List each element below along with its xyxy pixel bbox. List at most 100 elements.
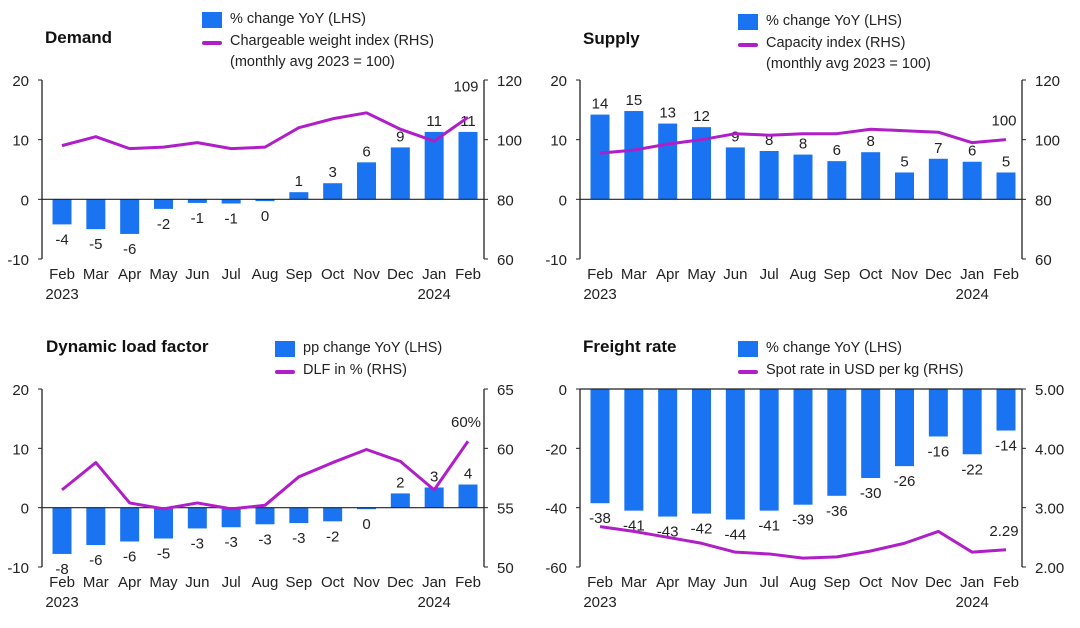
- bar: [154, 199, 173, 209]
- bar: [726, 147, 745, 199]
- bar-data-label: -3: [292, 530, 305, 547]
- bar-data-label: -30: [860, 485, 882, 502]
- x-tick-label: Feb: [587, 574, 613, 591]
- bar: [86, 508, 105, 545]
- bar: [760, 389, 779, 511]
- x-tick-label: Jun: [185, 266, 209, 283]
- x-year-label: 2024: [955, 594, 988, 611]
- x-tick-label: Apr: [656, 266, 679, 283]
- right-tick-label: 4.00: [1035, 441, 1064, 458]
- panel-demand: Demand % change YoY (LHS) Chargeable wei…: [0, 0, 540, 308]
- bar: [459, 132, 478, 199]
- bar: [188, 508, 207, 529]
- bar-data-label: 11: [426, 113, 442, 130]
- bar-data-label: 0: [261, 208, 269, 225]
- bar: [53, 508, 72, 554]
- x-tick-label: Nov: [353, 266, 380, 283]
- bar: [997, 389, 1016, 431]
- bar-data-label: -1: [191, 210, 204, 227]
- bar-data-label: 4: [464, 466, 472, 483]
- right-tick-label: 5.00: [1035, 382, 1064, 399]
- x-year-label: 2024: [955, 286, 988, 303]
- x-year-label: 2023: [583, 286, 616, 303]
- bar: [591, 115, 610, 200]
- x-tick-label: Jul: [222, 574, 241, 591]
- left-tick-label: -10: [545, 252, 567, 269]
- line-end-label: 109: [453, 78, 478, 95]
- bar: [391, 493, 410, 507]
- left-tick-label: 10: [550, 133, 567, 150]
- bar: [861, 389, 880, 478]
- x-tick-label: Mar: [621, 574, 647, 591]
- bar: [289, 508, 308, 523]
- bar: [692, 389, 711, 514]
- bar-data-label: 12: [693, 108, 710, 125]
- left-tick-label: -60: [545, 560, 567, 577]
- bar-data-label: -38: [589, 510, 611, 527]
- bar: [323, 183, 342, 199]
- panel-dynamic-load-factor: Dynamic load factor pp change YoY (LHS) …: [0, 320, 540, 628]
- bar-data-label: 6: [833, 142, 841, 159]
- bar: [53, 199, 72, 224]
- bar: [895, 389, 914, 466]
- bar-data-label: -3: [258, 531, 271, 548]
- bar: [895, 172, 914, 199]
- bar: [222, 508, 241, 528]
- right-tick-label: 60: [1035, 252, 1052, 269]
- x-tick-label: Oct: [321, 574, 345, 591]
- bar: [861, 152, 880, 199]
- x-year-label: 2023: [45, 286, 78, 303]
- bar: [256, 508, 275, 525]
- right-tick-label: 55: [497, 501, 514, 518]
- bar: [591, 389, 610, 503]
- bar-data-label: -6: [123, 548, 136, 565]
- bar-data-label: -14: [995, 438, 1017, 455]
- x-tick-label: Aug: [790, 574, 817, 591]
- bar: [827, 161, 846, 199]
- bar: [760, 151, 779, 199]
- left-tick-label: -10: [7, 252, 29, 269]
- bar: [997, 172, 1016, 199]
- bar-data-label: -4: [55, 231, 68, 248]
- left-tick-label: 20: [550, 73, 567, 90]
- x-tick-label: Jan: [422, 266, 446, 283]
- x-tick-label: Sep: [285, 574, 312, 591]
- x-tick-label: Jan: [960, 574, 984, 591]
- bar-data-label: -1: [224, 211, 237, 228]
- x-tick-label: Nov: [353, 574, 380, 591]
- x-year-label: 2023: [45, 594, 78, 611]
- bar-data-label: 5: [1002, 153, 1010, 170]
- bar-data-label: 7: [934, 140, 942, 157]
- right-tick-label: 100: [497, 133, 522, 150]
- x-tick-label: Feb: [455, 574, 481, 591]
- chart-svg: -60-40-2002.003.004.005.00-38-41-43-42-4…: [538, 320, 1078, 616]
- right-tick-label: 80: [1035, 192, 1052, 209]
- left-tick-label: -10: [7, 560, 29, 577]
- left-tick-label: -20: [545, 441, 567, 458]
- left-tick-label: 0: [559, 192, 567, 209]
- right-tick-label: 60: [497, 252, 514, 269]
- x-tick-label: Oct: [859, 266, 883, 283]
- x-tick-label: Dec: [925, 574, 952, 591]
- bar: [459, 485, 478, 508]
- x-tick-label: Apr: [656, 574, 679, 591]
- bar-data-label: -2: [326, 528, 339, 545]
- x-tick-label: Feb: [993, 574, 1019, 591]
- x-tick-label: Jun: [723, 266, 747, 283]
- left-tick-label: 0: [21, 501, 29, 518]
- x-tick-label: Oct: [321, 266, 345, 283]
- bar-data-label: 0: [362, 516, 370, 533]
- bar: [154, 508, 173, 539]
- right-tick-label: 100: [1035, 133, 1060, 150]
- x-tick-label: Sep: [285, 266, 312, 283]
- x-tick-label: Dec: [387, 266, 414, 283]
- x-tick-label: Mar: [83, 266, 109, 283]
- bar: [624, 111, 643, 199]
- bar: [391, 147, 410, 199]
- bar: [289, 192, 308, 199]
- bar-data-label: 13: [659, 105, 676, 122]
- bar-data-label: -2: [157, 216, 170, 233]
- left-tick-label: 20: [12, 73, 29, 90]
- x-tick-label: Jul: [222, 266, 241, 283]
